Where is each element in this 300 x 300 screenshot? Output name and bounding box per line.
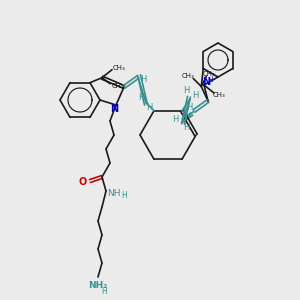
Text: CH₃: CH₃: [182, 74, 195, 80]
Text: CH₃: CH₃: [112, 83, 124, 89]
Text: CH₃: CH₃: [203, 70, 216, 76]
Text: H: H: [183, 124, 189, 133]
Text: H: H: [140, 76, 146, 85]
Text: H: H: [186, 103, 192, 112]
Text: H: H: [172, 115, 178, 124]
Text: N: N: [110, 104, 118, 114]
Text: H: H: [138, 93, 144, 102]
Text: O: O: [79, 177, 87, 187]
Text: CH₃: CH₃: [213, 92, 225, 98]
Text: NH: NH: [107, 190, 121, 199]
Text: H: H: [121, 191, 127, 200]
Text: CH₃: CH₃: [112, 65, 125, 71]
Text: H: H: [146, 103, 152, 112]
Text: NH₂: NH₂: [88, 280, 108, 290]
Text: H: H: [101, 286, 107, 296]
Text: H: H: [183, 86, 189, 95]
Text: N: N: [202, 77, 210, 87]
Text: H: H: [192, 91, 198, 100]
Text: +: +: [208, 74, 215, 83]
